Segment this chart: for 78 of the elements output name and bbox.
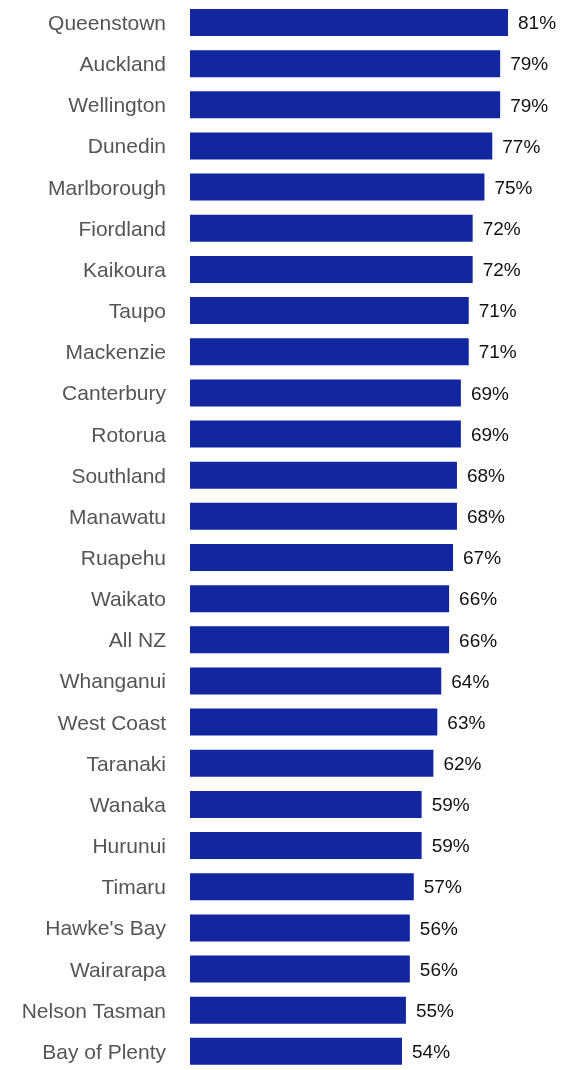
bar (190, 9, 508, 36)
bar (190, 955, 410, 983)
y-tick-label: Dunedin (87, 134, 166, 158)
bar (190, 708, 438, 736)
y-tick-label: Timaru (101, 875, 166, 899)
y-tick-label: Canterbury (62, 381, 167, 405)
data-label: 66% (459, 588, 498, 610)
y-tick-label: Rotorua (91, 422, 167, 446)
data-label: 79% (510, 53, 549, 75)
y-tick-label: Ruapehu (80, 546, 166, 570)
data-label: 68% (466, 464, 506, 486)
data-label: 62% (443, 753, 482, 775)
data-label: 68% (466, 506, 506, 528)
bar (190, 255, 473, 283)
bar (190, 914, 410, 942)
data-label: 71% (478, 300, 517, 322)
bar (190, 749, 434, 777)
y-tick-label: Auckland (79, 52, 166, 76)
y-tick-label: Kaikoura (83, 257, 167, 281)
bar (190, 50, 501, 78)
data-label: 55% (415, 999, 455, 1021)
data-label: 77% (502, 135, 541, 157)
data-label: 71% (478, 341, 517, 363)
data-label: 79% (510, 94, 549, 116)
y-tick-label: Marlborough (48, 175, 166, 199)
y-tick-label: Manawatu (69, 504, 166, 528)
bar (190, 790, 422, 818)
bar (190, 173, 485, 201)
y-tick-label: West Coast (57, 710, 167, 734)
data-label: 64% (451, 670, 490, 692)
data-label: 63% (447, 711, 486, 733)
data-label: 81% (518, 12, 557, 34)
bar (190, 132, 493, 160)
y-tick-label: Taranaki (86, 751, 166, 775)
bar (190, 91, 501, 119)
bar (190, 667, 442, 695)
data-label: 59% (431, 835, 470, 857)
data-label: 69% (470, 382, 510, 404)
bar (190, 338, 469, 366)
y-tick-label: Nelson Tasman (21, 998, 166, 1022)
y-tick-label: Southland (71, 463, 166, 487)
y-tick-label: Taupo (108, 299, 166, 323)
bar (190, 502, 457, 530)
data-label: 69% (470, 423, 510, 445)
bar (190, 832, 422, 860)
y-tick-label: Wanaka (89, 792, 167, 816)
y-tick-label: All NZ (108, 628, 167, 652)
bar (190, 214, 473, 242)
data-label: 59% (431, 794, 470, 816)
y-tick-label: Wairarapa (69, 957, 167, 981)
y-tick-label: Waikato (90, 587, 166, 611)
bar (190, 1037, 402, 1065)
y-tick-label: Mackenzie (65, 340, 166, 364)
data-label: 72% (482, 218, 521, 240)
data-label: 56% (419, 958, 458, 980)
y-tick-label: Hawke's Bay (45, 916, 167, 940)
bar (190, 873, 414, 901)
data-label: 56% (419, 917, 458, 939)
bar (190, 996, 406, 1024)
data-label: 67% (463, 547, 502, 569)
y-tick-label: Hurunui (92, 834, 166, 858)
y-tick-label: Fiordland (78, 216, 166, 240)
data-label: 57% (423, 876, 462, 898)
data-label: 66% (459, 629, 498, 651)
data-label: 72% (482, 259, 521, 281)
data-label: 75% (494, 176, 533, 198)
bar (190, 379, 461, 407)
bar (190, 461, 457, 489)
y-tick-label: Wellington (68, 93, 166, 117)
bar (190, 626, 450, 654)
y-tick-label: Whanganui (59, 669, 166, 693)
bar (190, 420, 461, 448)
y-tick-label: Queenstown (48, 11, 166, 35)
y-tick-label: Bay of Plenty (42, 1039, 167, 1063)
bar (190, 585, 450, 613)
bar (190, 297, 469, 325)
data-label: 54% (412, 1041, 451, 1063)
bar (190, 544, 454, 571)
